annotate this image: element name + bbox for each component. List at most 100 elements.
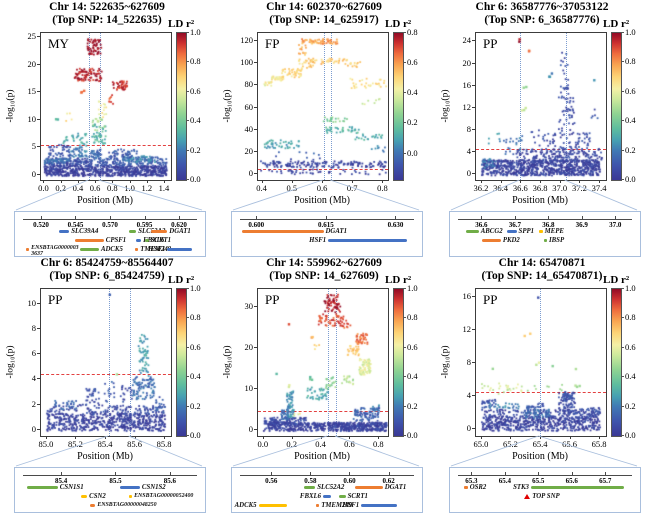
colorbar-tick-label: 0.0 <box>407 147 418 158</box>
x-tick-label: 1.4 <box>158 183 170 193</box>
x-tick-label: 0.6 <box>89 183 101 193</box>
y-tick-label: 60 <box>244 101 254 112</box>
y-tick-mark <box>254 388 257 390</box>
gene-scale-tick <box>481 216 483 219</box>
y-tick-mark <box>254 106 257 108</box>
y-tick-mark <box>37 36 40 38</box>
trait-label: PP <box>483 36 498 51</box>
y-tick-label: 8 <box>31 323 36 334</box>
colorbar-tick-mark <box>621 435 624 436</box>
y-axis-title: -log₁₀(p) <box>222 345 233 379</box>
gene-label: HSF1 <box>342 502 360 509</box>
y-tick-mark <box>254 84 257 86</box>
scatter-canvas <box>476 33 606 180</box>
gene-scale-axis <box>240 219 414 220</box>
top-snp-marker <box>524 493 531 499</box>
colorbar-tick-mark <box>403 288 406 289</box>
colorbar-tick-label: 0.6 <box>625 341 636 352</box>
gene-bar <box>258 504 287 507</box>
x-axis-title: Position (Mb) <box>512 195 568 206</box>
gene-label: ADCK5 <box>234 502 257 509</box>
x-tick-mark <box>105 436 106 439</box>
colorbar-tick-mark <box>403 32 406 33</box>
gene-bar <box>79 248 99 251</box>
colorbar-tick-mark <box>621 288 624 289</box>
x-tick-label: 0.4 <box>256 183 267 193</box>
gene-bar <box>167 248 193 251</box>
y-tick-mark <box>472 129 475 131</box>
gene-track-box: 0.600 0.615 0.630 DGAT1 HSF1 <box>231 211 423 257</box>
x-tick-label: 0.0 <box>257 439 269 449</box>
gene-dot <box>128 494 133 498</box>
y-tick-label: 4 <box>31 373 36 384</box>
gene-label: CSN1S1 <box>59 484 84 491</box>
y-tick-label: 0 <box>31 423 36 434</box>
colorbar-tick-label: 0.0 <box>407 430 418 440</box>
panel-title-line2: (Top SNP: 14_625917) <box>269 14 379 26</box>
x-axis-title: Position (Mb) <box>294 451 350 462</box>
plot-area <box>40 32 172 181</box>
gene-scale-tick-label: 0.60 <box>343 477 356 485</box>
y-tick-label: 0 <box>466 168 471 179</box>
colorbar-tick-mark <box>403 405 406 407</box>
gene-bar <box>151 230 168 233</box>
panel-title-line1: Chr 14: 522635~627609 <box>49 1 165 13</box>
y-tick-mark <box>37 173 40 175</box>
y-tick-mark <box>254 128 257 130</box>
gene-scale-tick-label: 0.520 <box>33 221 49 229</box>
gene-label: ABCG2 <box>480 228 503 235</box>
gene-dot <box>315 503 320 507</box>
colorbar-tick-label: 0.8 <box>625 56 636 67</box>
x-tick-label: 65.6 <box>562 439 577 449</box>
gene-label: ADCK5 <box>100 246 123 253</box>
gene-label: CPSF1 <box>105 237 127 244</box>
gene-label: ENSBTAG00000033637 <box>31 245 79 257</box>
colorbar-tick-label: 0.0 <box>190 174 201 184</box>
colorbar-tick-label: 0.6 <box>190 341 201 352</box>
gene-label: TMEM249 <box>140 246 172 253</box>
scatter-canvas <box>258 33 388 180</box>
y-tick-mark <box>254 39 257 41</box>
colorbar-tick-label: 0.4 <box>625 115 636 126</box>
y-tick-label: 15 <box>27 86 37 97</box>
gene-label: CSN1S2 <box>141 484 166 491</box>
x-tick-mark <box>291 436 293 439</box>
gene-label: SCRT1 <box>150 237 172 244</box>
x-tick-label: 36.8 <box>532 183 548 193</box>
gene-dot <box>464 485 468 489</box>
gene-scale-tick <box>514 216 516 219</box>
y-tick-mark <box>472 62 475 64</box>
gene-label: IBSP <box>549 237 565 244</box>
colorbar-tick-label: 0.2 <box>190 144 201 155</box>
gene-scale-tick <box>75 216 77 219</box>
ld-r2-legend-label: LD r² <box>603 18 630 30</box>
x-tick-mark <box>43 180 45 183</box>
gene-scale-tick <box>61 472 63 475</box>
y-tick-mark <box>254 347 257 349</box>
colorbar-tick-mark <box>186 346 189 348</box>
x-tick-label: 0.5 <box>286 183 298 193</box>
plot-area <box>475 32 607 181</box>
gene-scale-tick <box>144 216 146 219</box>
y-tick-label: 6 <box>31 348 36 359</box>
y-tick-mark <box>472 428 475 430</box>
locuszoom-panel-3: Chr 6: 36587776~37053122 (Top SNP: 6_3658… <box>435 1 652 257</box>
y-tick-mark <box>472 40 475 42</box>
x-tick-label: 85.8 <box>156 439 172 449</box>
colorbar-tick-label: 0.8 <box>190 56 201 67</box>
gene-scale-tick-label: 0.570 <box>102 221 118 229</box>
panel-title-line2: (Top SNP: 14_65470871) <box>481 270 603 282</box>
gene-scale-tick <box>388 472 390 475</box>
colorbar-tick-mark <box>403 376 406 378</box>
gene-scale-tick <box>504 472 506 475</box>
x-tick-label: 36.2 <box>473 183 489 193</box>
y-tick-label: 0 <box>31 168 36 179</box>
colorbar-tick-label: 0.2 <box>407 117 418 128</box>
scatter-canvas <box>41 33 171 180</box>
gene-scale-tick-label: 36.8 <box>542 221 555 229</box>
y-tick-mark <box>472 395 475 397</box>
y-tick-label: 12 <box>462 101 472 112</box>
x-tick-label: 37.4 <box>591 183 607 193</box>
y-tick-label: 24 <box>462 35 472 46</box>
